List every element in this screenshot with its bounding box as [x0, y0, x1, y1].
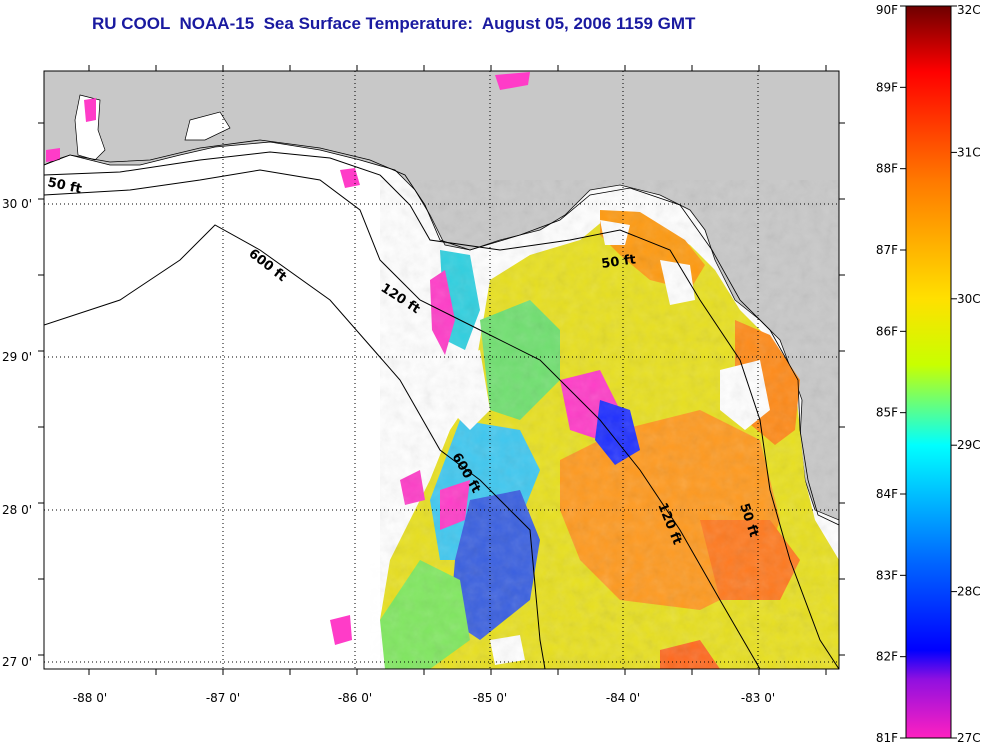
lon-label: -83 0' — [741, 691, 775, 705]
bay — [74, 94, 106, 161]
contour-600ft — [44, 224, 546, 669]
lon-label: -88 0' — [73, 691, 107, 705]
lon-label: -84 0' — [606, 691, 640, 705]
chart-title: RU COOL NOAA-15 Sea Surface Temperature:… — [92, 14, 696, 33]
contour-label: 50 ft — [600, 252, 636, 272]
contour-50ft — [44, 151, 839, 669]
colorbar-c-label: 32C — [957, 3, 981, 17]
grid — [44, 71, 839, 669]
lon-label: -87 0' — [206, 691, 240, 705]
colorbar-f-label: 84F — [876, 487, 898, 501]
colorbar-f-label: 81F — [876, 731, 898, 745]
colorbar-f-label: 83F — [876, 568, 898, 582]
colorbar-f-label: 85F — [876, 406, 898, 420]
colorbar-f-label: 89F — [876, 80, 898, 94]
lat-label: 27 0' — [2, 655, 32, 669]
contour-label: 50 ft — [46, 175, 83, 197]
lat-label: 29 0' — [2, 350, 32, 364]
colorbar-c-label: 28C — [957, 585, 981, 599]
coastline — [44, 139, 839, 526]
colorbar-c-label: 27C — [957, 731, 981, 745]
plot-frame — [43, 70, 840, 670]
colorbar-f-label: 82F — [876, 650, 898, 664]
ticks — [38, 65, 845, 675]
colorbar-f-label: 87F — [876, 243, 898, 257]
colorbar-c-label: 29C — [957, 438, 981, 452]
colorbar-c-label: 30C — [957, 292, 981, 306]
lon-label: -85 0' — [473, 691, 507, 705]
colorbar-gradient — [905, 5, 952, 739]
bay — [184, 111, 231, 141]
lat-label: 28 0' — [2, 503, 32, 517]
sst-field — [46, 72, 839, 669]
lat-label: 30 0' — [2, 197, 32, 211]
colorbar: 90F 89F 88F 87F 86F 85F 84F 83F 82F 81F 32C 31C 30C… — [876, 3, 981, 745]
lon-label: -86 0' — [338, 691, 372, 705]
colorbar-f-label: 88F — [876, 162, 898, 176]
colorbar-f-label: 86F — [876, 324, 898, 338]
contour-120ft — [44, 169, 761, 669]
colorbar-f-label: 90F — [876, 3, 898, 17]
colorbar-c-label: 31C — [957, 145, 981, 159]
